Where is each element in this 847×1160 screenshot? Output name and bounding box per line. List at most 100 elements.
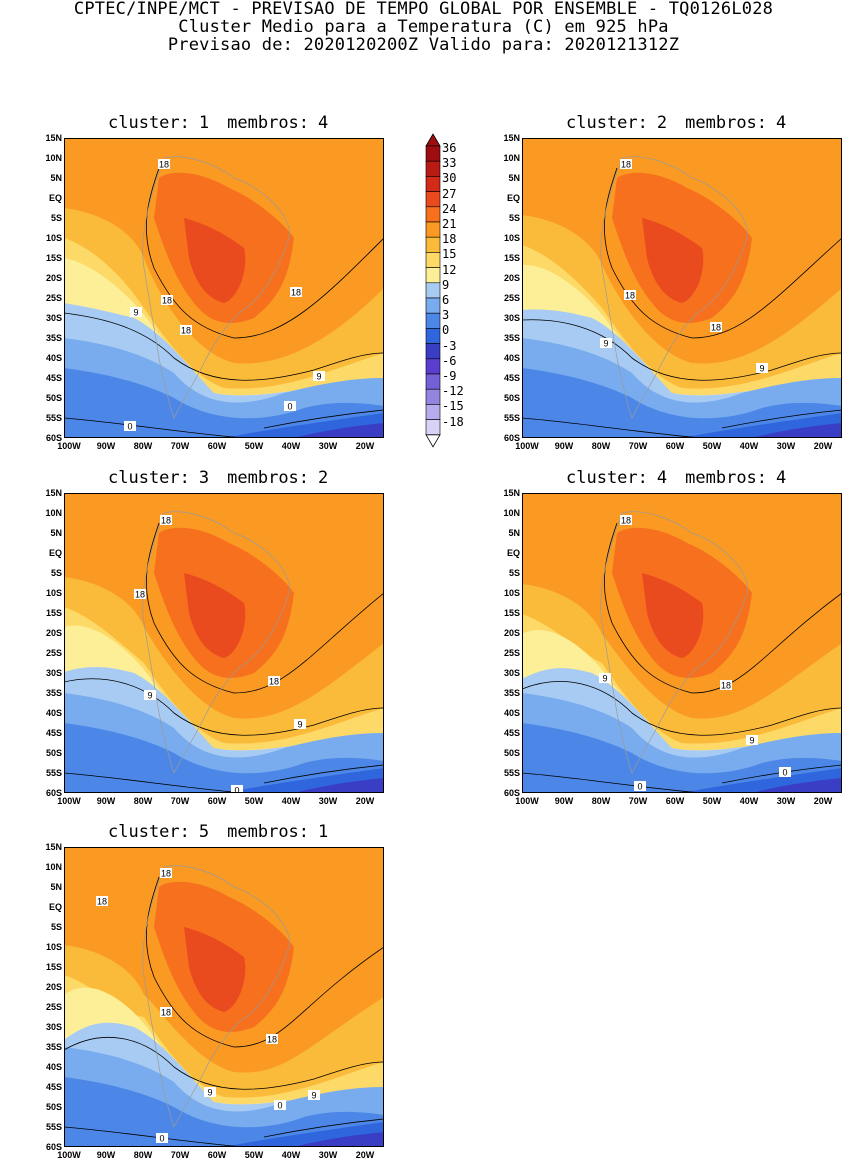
colorbar-label: 15 <box>442 247 457 262</box>
lon-tick-label: 40W <box>281 1150 301 1160</box>
lat-tick-label: 15N <box>45 133 62 143</box>
colorbar-swatch <box>425 282 441 299</box>
contour-label: 18 <box>710 322 722 333</box>
colorbar-label: 36 <box>442 141 457 155</box>
lon-tick-label: 70W <box>628 796 648 806</box>
contour-label: 18 <box>160 1007 172 1018</box>
lon-tick-label: 90W <box>96 796 116 806</box>
contour-value: 0 <box>287 402 292 412</box>
contour-label: 0 <box>779 767 791 778</box>
lon-tick-label: 80W <box>591 441 611 451</box>
lon-tick-label: 60W <box>665 796 685 806</box>
contour-value: 0 <box>127 422 132 432</box>
lon-tick-label: 100W <box>515 796 539 806</box>
lat-tick-label: 25S <box>503 293 520 303</box>
colorbar-swatch <box>425 191 441 208</box>
lat-tick-label: 60S <box>45 1142 62 1152</box>
lon-tick-label: 30W <box>318 796 338 806</box>
lat-tick-label: 15N <box>503 488 520 498</box>
lat-tick-label: 10N <box>503 508 520 518</box>
coastline <box>142 865 290 1128</box>
contour-value: 9 <box>603 339 608 349</box>
band-21-north <box>64 493 199 562</box>
lat-tick-label: 30S <box>45 668 62 678</box>
colorbar-label: 18 <box>442 232 457 247</box>
contour-0 <box>64 409 384 438</box>
lat-tick-label: 15N <box>503 133 520 143</box>
contour-label: 18 <box>160 868 172 879</box>
contour-value: 18 <box>181 326 191 336</box>
lat-tick-label: 5N <box>508 173 520 183</box>
contour-value: 18 <box>161 516 171 526</box>
lat-tick-label: 55S <box>503 413 520 423</box>
band-minus-3 <box>752 423 842 438</box>
contour-label: 18 <box>160 515 172 526</box>
lat-tick-label: 10S <box>45 942 62 952</box>
band-27 <box>642 218 704 303</box>
contour-value: 0 <box>159 1134 164 1144</box>
lat-tick-label: 45S <box>45 373 62 383</box>
colorbar-swatch <box>425 267 441 284</box>
lon-tick-label: 50W <box>702 796 722 806</box>
lat-tick-label: 15N <box>45 488 62 498</box>
lon-tick-label: 80W <box>133 441 153 451</box>
lon-tick-label: 30W <box>318 441 338 451</box>
colorbar-label: 27 <box>442 186 457 201</box>
lon-tick-label: 60W <box>207 1150 227 1160</box>
lat-tick-label: 35S <box>503 333 520 343</box>
colorbar-label: 30 <box>442 171 457 186</box>
lat-tick-label: 60S <box>45 788 62 798</box>
lat-tick-label: 30S <box>45 313 62 323</box>
contour-0 <box>64 1118 384 1147</box>
contour-9 <box>522 319 842 381</box>
cluster-number: 2 <box>656 113 668 133</box>
band-21-north <box>522 493 657 562</box>
lon-tick-label: 50W <box>244 1150 264 1160</box>
lat-tick-label: 5S <box>50 568 62 578</box>
lat-tick-label: 30S <box>503 668 520 678</box>
lat-tick-label: 40S <box>45 353 62 363</box>
colorbar-swatch <box>425 176 441 192</box>
lon-tick-label: 40W <box>739 796 759 806</box>
contour-0 <box>64 764 384 793</box>
lat-tick-label: 40S <box>503 708 520 718</box>
members-count: 1 <box>318 822 329 842</box>
contour-18 <box>145 876 384 1048</box>
lat-tick-label: 30S <box>503 313 520 323</box>
lat-tick-label: 15S <box>45 608 62 618</box>
cluster-title: cluster: 4 membros: 4 <box>566 468 786 488</box>
cluster-label: cluster: <box>566 468 648 488</box>
contour-label: 9 <box>313 371 325 382</box>
members-label: membros: <box>685 468 768 488</box>
cluster-label: cluster: <box>108 468 190 488</box>
lat-tick-label: EQ <box>48 193 62 203</box>
lat-tick-label: 40S <box>503 353 520 363</box>
contour-value: 18 <box>711 323 721 333</box>
colorbar-label: 24 <box>442 201 457 216</box>
lat-tick-label: 5S <box>50 922 62 932</box>
colorbar-bottom-arrow <box>425 434 441 448</box>
colorbar-top-arrow <box>425 133 441 147</box>
contour-9 <box>64 678 384 736</box>
lon-tick-label: 40W <box>281 441 301 451</box>
header-line-1: CPTEC/INPE/MCT - PREVISAO DE TEMPO GLOBA… <box>73 0 774 19</box>
contour-0 <box>522 409 842 438</box>
contour-value: 9 <box>602 674 607 684</box>
contour-label: 18 <box>266 1034 278 1045</box>
lat-tick-label: 35S <box>503 688 520 698</box>
contour-label: 18 <box>268 676 280 687</box>
temperature-map: 18 18 18 18 9 9 0 0 <box>64 138 384 438</box>
cluster-number: 4 <box>656 468 668 488</box>
cluster-title: cluster: 2 membros: 4 <box>566 113 786 133</box>
contour-value: 9 <box>207 1088 212 1098</box>
lat-tick-label: 30S <box>45 1022 62 1032</box>
lat-tick-label: 60S <box>503 788 520 798</box>
lat-tick-label: 25S <box>45 648 62 658</box>
temperature-map: 18 18 18 18 9 9 0 0 <box>64 847 384 1147</box>
cluster-label: cluster: <box>108 113 190 133</box>
lon-tick-label: 20W <box>355 796 375 806</box>
contour-value: 9 <box>316 372 321 382</box>
band-27 <box>184 927 246 1012</box>
lat-tick-label: EQ <box>506 548 520 558</box>
lat-tick-label: 55S <box>45 413 62 423</box>
